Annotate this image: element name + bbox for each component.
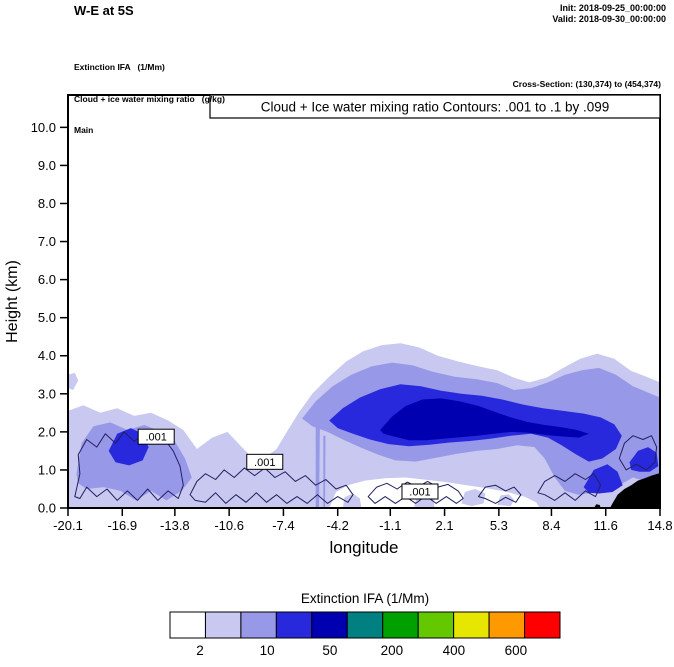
y-tick-label-0: 0.0	[38, 501, 56, 516]
colorbar-cell-10	[524, 611, 561, 639]
contour-label-0: .001	[145, 432, 166, 444]
contour-label-1: .001	[254, 457, 275, 469]
colorbar-tick-label-4: 400	[443, 643, 466, 658]
colorbar-cell-4	[311, 611, 348, 639]
contour-line-3	[478, 484, 522, 504]
x-tick-label-7: 2.1	[436, 518, 454, 533]
colorbar-cell-1	[204, 611, 242, 639]
init-valid-block: Init: 2018-09-25_00:00:00 Valid: 2018-09…	[552, 3, 666, 24]
region-surface-island-3	[461, 489, 486, 507]
x-axis-label: longitude	[329, 538, 398, 557]
plot-inner-title: Cloud + Ice water mixing ratio Contours:…	[261, 100, 610, 115]
contour-line-2	[367, 480, 464, 504]
contour-line-0	[74, 431, 184, 501]
x-tick-label-9: 8.4	[542, 518, 560, 533]
field-line-mixing-ratio: Cloud + ice water mixing ratio (g/kg)	[74, 93, 225, 104]
y-tick-label-5: 5.0	[38, 310, 56, 325]
contour-label-box-0	[137, 428, 175, 445]
field-line-extinction: Extinction IFA (1/Mm)	[74, 62, 165, 72]
region-streak-2	[323, 435, 326, 508]
colorbar-cell-7	[417, 611, 455, 639]
colorbar-tick-label-3: 200	[381, 643, 404, 658]
y-tick-label-4: 4.0	[38, 348, 56, 363]
x-tick-label-11: 14.8	[647, 518, 672, 533]
y-tick-label-8: 8.0	[38, 196, 56, 211]
region-core-dark-blue	[380, 398, 589, 441]
cross-section-coords: Cross-Section: (130,374) to (454,374)	[512, 79, 661, 89]
colorbar-tick-label-1: 10	[260, 643, 275, 658]
region-blue-right-low	[583, 464, 623, 494]
colorbar-cell-9	[488, 611, 526, 639]
x-tick-label-0: -20.1	[53, 518, 83, 533]
x-tick-label-2: -13.8	[160, 518, 190, 533]
y-tick-label-10: 10.0	[31, 120, 56, 135]
x-tick-label-6: -1.1	[379, 518, 401, 533]
colorbar-cell-5	[346, 611, 384, 639]
region-streak-1	[315, 418, 320, 508]
contour-lines	[74, 431, 658, 504]
x-tick-label-5: -4.2	[327, 518, 349, 533]
y-tick-label-2: 2.0	[38, 424, 56, 439]
x-tick-label-4: -7.4	[272, 518, 294, 533]
contour-line-1	[189, 467, 354, 504]
y-tick-label-6: 6.0	[38, 272, 56, 287]
y-tick-label-1: 1.0	[38, 462, 56, 477]
colorbar-cell-2	[240, 611, 277, 639]
colorbar-tick-label-5: 600	[505, 643, 528, 658]
x-tick-label-3: -10.6	[214, 518, 244, 533]
region-surface-island-4	[497, 494, 515, 507]
init-time: Init: 2018-09-25_00:00:00	[559, 3, 666, 13]
contour-line-5	[618, 435, 658, 471]
contour-label-box-2	[401, 483, 439, 500]
colorbar-cell-6	[382, 611, 419, 639]
fill-regions	[68, 343, 660, 508]
colorbar-tick-label-0: 2	[196, 643, 204, 658]
contour-line-4	[537, 473, 602, 501]
y-axis-label: Height (km)	[4, 260, 21, 343]
x-tick-label-1: -16.9	[107, 518, 137, 533]
field-info-block: Extinction IFA (1/Mm) Cloud + ice water …	[74, 41, 225, 157]
plot-title: W-E at 5S	[74, 3, 134, 18]
region-surface-island-1	[342, 493, 362, 508]
contour-label-2: .001	[409, 487, 430, 499]
x-tick-label-8: 5.3	[490, 518, 508, 533]
y-tick-label-9: 9.0	[38, 158, 56, 173]
colorbar-cell-0	[169, 611, 206, 639]
colorbar-cell-3	[275, 611, 313, 639]
x-tick-label-10: 11.6	[594, 518, 618, 533]
y-tick-label-3: 3.0	[38, 386, 56, 401]
colorbar-tick-label-2: 50	[322, 643, 337, 658]
field-line-domain: Main	[74, 125, 94, 135]
contour-label-box-1	[246, 453, 284, 470]
valid-time: Valid: 2018-09-30_00:00:00	[552, 13, 666, 24]
plot-inner-title-box	[209, 94, 661, 119]
y-tick-label-7: 7.0	[38, 234, 56, 249]
colorbar-title: Extinction IFA (1/Mm)	[301, 591, 429, 606]
region-terrain-main	[610, 473, 660, 508]
colorbar-cell-8	[453, 611, 490, 639]
region-upper-speck-left	[68, 372, 79, 390]
